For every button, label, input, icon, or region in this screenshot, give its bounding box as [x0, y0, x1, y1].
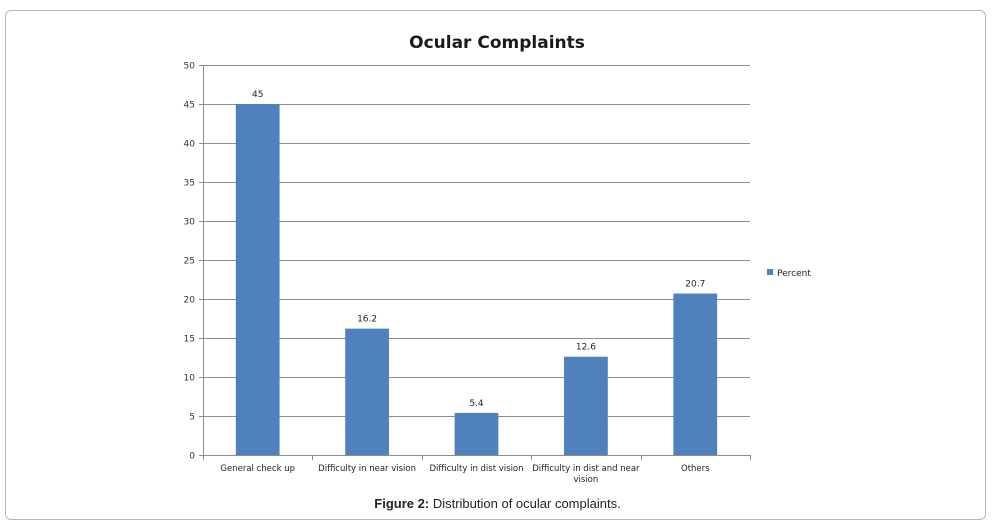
category-label: Others	[681, 464, 710, 474]
bar	[235, 104, 280, 455]
data-label: 45	[252, 90, 263, 100]
gridlines	[203, 65, 750, 417]
y-tick-label: 25	[184, 257, 195, 267]
legend-label: Percent	[777, 269, 811, 279]
category-label: Difficulty in near vision	[318, 464, 416, 474]
axes	[203, 65, 751, 460]
legend: Percent	[767, 269, 811, 279]
data-label: 12.6	[576, 343, 596, 353]
y-tick-label: 5	[189, 413, 195, 423]
bar	[454, 412, 499, 455]
y-tick-label: 50	[184, 62, 196, 72]
data-label: 16.2	[357, 315, 377, 325]
caption-label: Figure 2:	[374, 496, 430, 511]
y-tick-label: 35	[184, 179, 195, 189]
legend-swatch	[767, 269, 773, 275]
y-tick-label: 40	[184, 140, 196, 150]
data-label: 20.7	[685, 280, 705, 290]
y-tick-label: 15	[184, 335, 195, 345]
y-tick-label: 45	[184, 101, 195, 111]
y-tick-label: 30	[184, 218, 196, 228]
chart-title: Ocular Complaints	[409, 33, 585, 53]
bar	[673, 293, 718, 455]
bar	[345, 328, 389, 455]
y-tick-label: 0	[189, 452, 195, 462]
data-labels: 45 16.2 5.4 12.6 20.7	[252, 90, 705, 409]
bars	[235, 104, 718, 455]
category-label: General check up	[220, 464, 295, 474]
y-axis-ticks: 0 5 10 15 20 25 30 35 40 45 50	[184, 62, 203, 462]
category-label: Difficulty in dist and near vision	[532, 464, 640, 485]
caption-text: Distribution of ocular complaints.	[432, 496, 621, 511]
bar	[564, 356, 608, 455]
category-labels: General check up Difficulty in near visio…	[220, 464, 710, 485]
category-label: Difficulty in dist vision	[429, 464, 523, 474]
data-label: 5.4	[469, 399, 484, 409]
y-tick-label: 20	[184, 296, 196, 306]
figure-caption: Figure 2: Distribution of ocular complai…	[0, 496, 995, 511]
y-tick-label: 10	[184, 374, 196, 384]
